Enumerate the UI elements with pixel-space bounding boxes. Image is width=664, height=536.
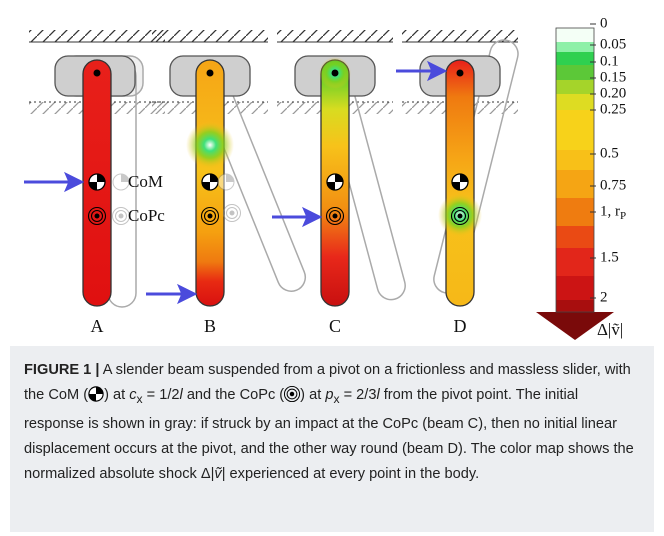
- caption-text: and the CoPc (: [183, 387, 284, 403]
- caption: FIGURE 1 | A slender beam suspended from…: [10, 346, 654, 532]
- caption-text: = 2/3: [340, 387, 377, 403]
- beam-label: A: [91, 316, 104, 336]
- colorbar-tick-label: 0.1: [600, 53, 619, 69]
- beam-label: C: [329, 316, 341, 336]
- com-label: CoM: [128, 172, 163, 191]
- colorbar-tick-label: 1, rP: [600, 203, 626, 221]
- beam-label: B: [204, 316, 216, 336]
- caption-text: ) at: [104, 387, 129, 403]
- colorbar-tick-label: 0.05: [600, 36, 626, 52]
- caption-text: ) at: [300, 387, 325, 403]
- beam-label: D: [454, 316, 467, 336]
- figure: CoM CoPc A B C D 0 0.050.10.150.200.25 0.5…: [0, 0, 664, 345]
- copc-icon: [284, 386, 300, 402]
- copc-label: CoPc: [128, 206, 165, 225]
- colorbar-tick-label: 0.5: [600, 145, 619, 161]
- caption-text: = 1/2: [143, 387, 180, 403]
- caption-math: c: [129, 387, 136, 403]
- colorbar-tick-label: 2: [600, 289, 608, 305]
- colorbar-label: Δ|ṽ|: [597, 320, 623, 339]
- caption-label: FIGURE 1 |: [24, 362, 99, 378]
- colorbar-tick-label: 0.20: [600, 85, 626, 101]
- colorbar-tick-label: 0: [600, 15, 608, 31]
- colorbar-tick-label: 0.25: [600, 101, 626, 117]
- colorbar-tick-label: 0.75: [600, 177, 626, 193]
- page: CoM CoPc A B C D 0 0.050.10.150.200.25 0.5…: [0, 0, 664, 536]
- caption-math: ṽ: [214, 466, 221, 482]
- colorbar-tick-label: 0.15: [600, 69, 626, 85]
- com-icon: [88, 386, 104, 402]
- colorbar-tick-subscript: P: [620, 210, 626, 222]
- caption-text: | experienced at every point in the body…: [222, 466, 479, 482]
- colorbar-tick-label: 1.5: [600, 249, 619, 265]
